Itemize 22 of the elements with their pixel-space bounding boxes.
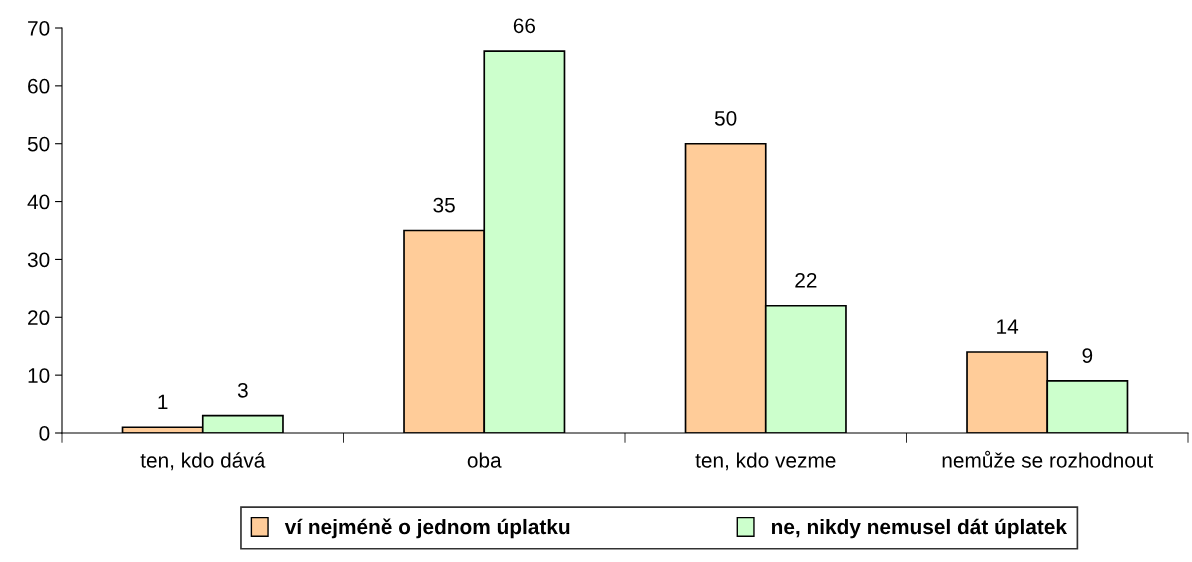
x-tick-label: ten, kdo dává — [140, 452, 266, 471]
data-label: 1 — [158, 394, 168, 409]
x-tick-label: ten, kdo vezme — [695, 452, 836, 471]
legend-label: ví nejméně o jednom úplatku — [284, 518, 570, 539]
y-tick-label: 20 — [28, 310, 50, 326]
y-tick-label: 10 — [28, 368, 50, 383]
data-label: 66 — [513, 18, 536, 34]
y-tick-label: 0 — [39, 426, 50, 441]
data-label: 14 — [997, 319, 1019, 334]
x-tick-label: oba — [467, 452, 502, 468]
y-tick-label: 60 — [28, 78, 50, 94]
data-label: 35 — [433, 197, 455, 213]
data-label: 50 — [714, 110, 737, 126]
y-tick-label: 70 — [28, 21, 50, 36]
y-tick-label: 40 — [27, 194, 50, 210]
x-tick-label: nemůže se rozhodnout — [942, 450, 1154, 468]
legend-label: ne, nikdy nemusel dát úplatek — [772, 518, 1068, 539]
data-label: 22 — [795, 272, 817, 288]
data-label: 3 — [237, 382, 248, 398]
data-label: 9 — [1082, 348, 1093, 363]
y-tick-label: 50 — [27, 136, 50, 152]
y-tick-label: 30 — [27, 252, 50, 268]
